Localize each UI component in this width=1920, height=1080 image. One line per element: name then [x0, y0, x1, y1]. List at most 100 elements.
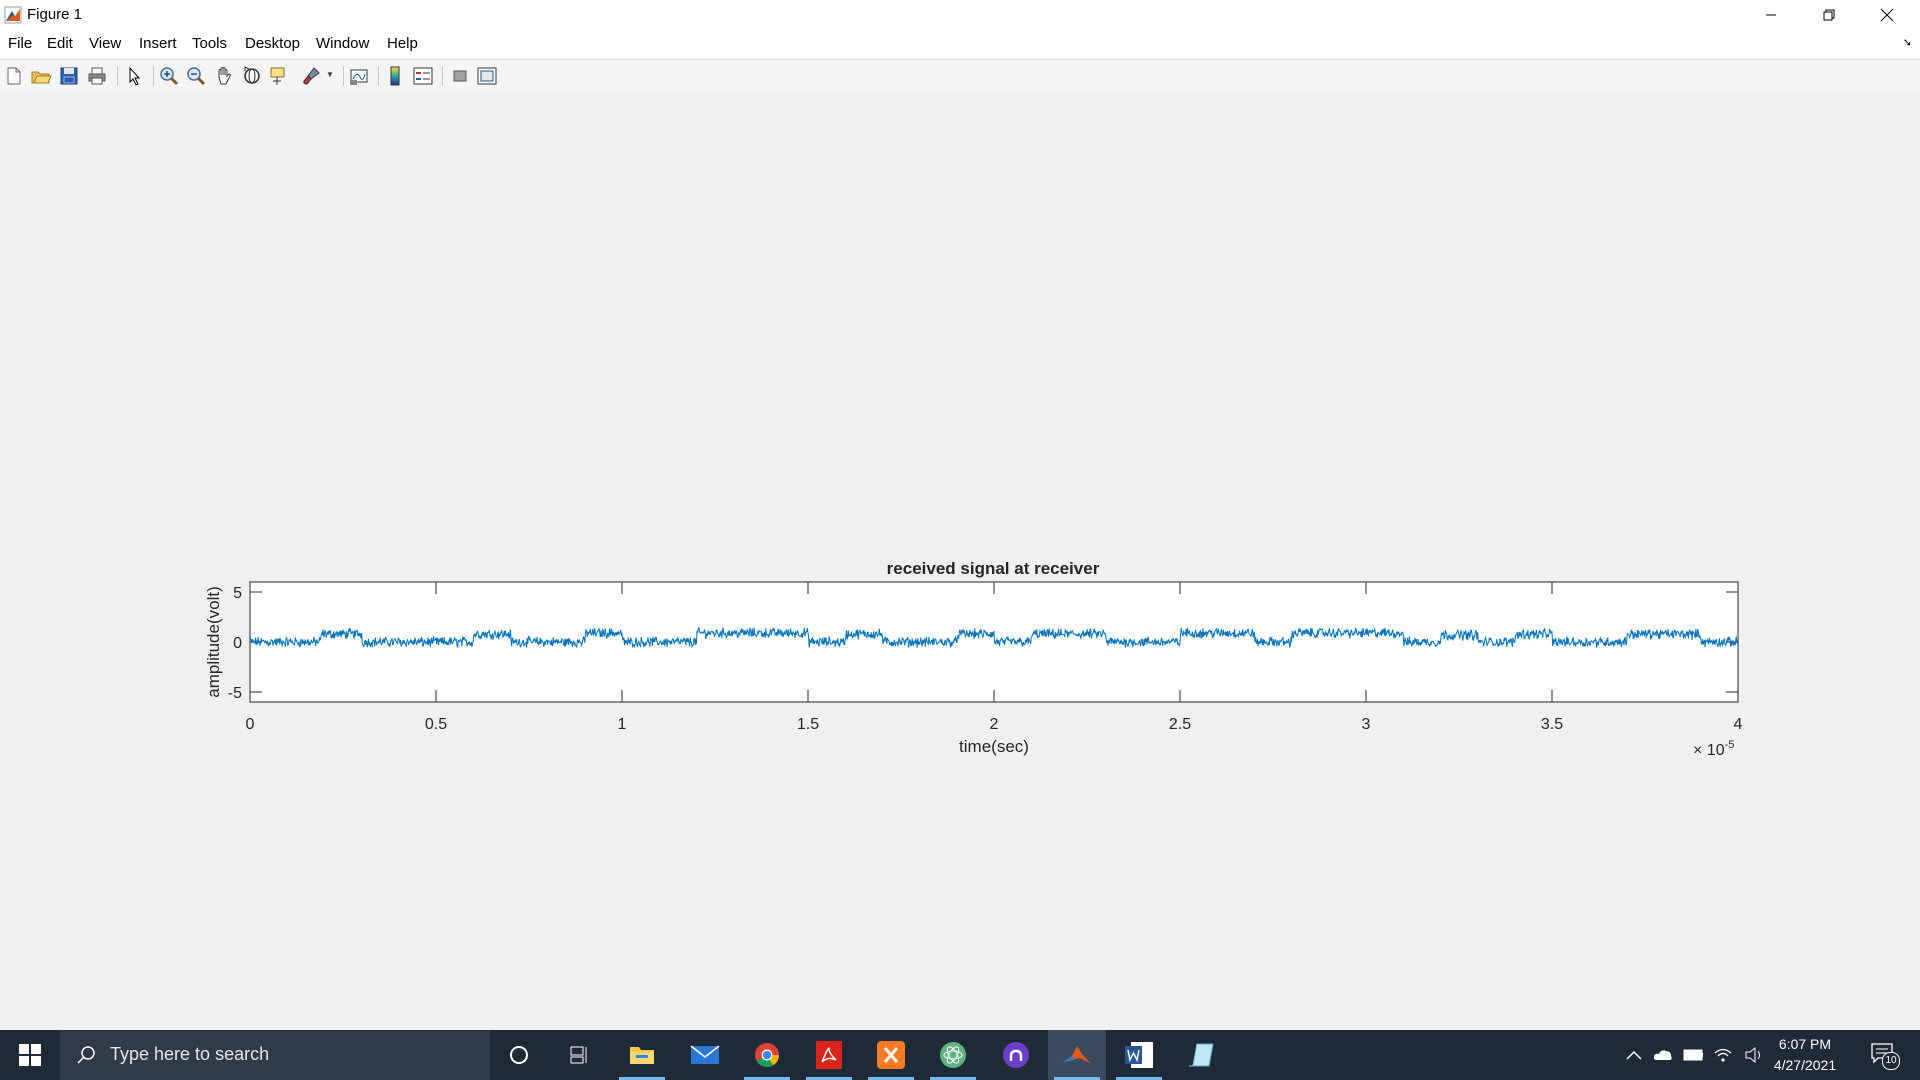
save-icon[interactable]: [58, 65, 80, 87]
signal-series-line: [249, 626, 1738, 649]
toolbar-separator: [442, 66, 443, 86]
figure-canvas[interactable]: received signal at receiver 0 0.5 1 1.5 2 2.5…: [0, 92, 1920, 1030]
restore-button[interactable]: [1800, 0, 1858, 30]
x-tick-label: 2.5: [1169, 716, 1191, 733]
zoom-in-icon[interactable]: [158, 65, 180, 87]
x-exponent-label: × 10-5: [1693, 739, 1734, 759]
mail-button[interactable]: [676, 1030, 734, 1080]
cortana-button[interactable]: [490, 1030, 548, 1080]
word-button[interactable]: [1110, 1030, 1168, 1080]
open-file-icon[interactable]: [30, 65, 52, 87]
minimize-button[interactable]: [1742, 0, 1800, 30]
running-indicator: [744, 1077, 790, 1080]
tray-overflow-icon[interactable]: [1624, 1045, 1644, 1065]
action-center-button[interactable]: 10: [1866, 1040, 1902, 1070]
windows-logo-icon: [19, 1044, 41, 1066]
y-tick-label: -5: [228, 685, 242, 702]
task-view-button[interactable]: [550, 1030, 608, 1080]
battery-icon[interactable]: [1683, 1045, 1703, 1065]
x-tick-label: 2: [990, 716, 999, 733]
word-icon: [1125, 1042, 1153, 1068]
start-button[interactable]: [0, 1030, 60, 1080]
toolbar-separator: [343, 66, 344, 86]
search-placeholder: Type here to search: [110, 1044, 270, 1064]
y-tick-label: 5: [233, 585, 242, 602]
file-explorer-icon: [630, 1047, 654, 1064]
notepad-icon: [1189, 1043, 1214, 1067]
x-tick-label: 1: [618, 716, 627, 733]
volume-icon[interactable]: [1744, 1045, 1764, 1065]
edit-plot-icon[interactable]: [124, 65, 146, 87]
matlab-figure-icon: [4, 6, 22, 24]
acrobat-button[interactable]: [800, 1030, 858, 1080]
running-indicator: [1116, 1077, 1162, 1080]
running-indicator: [868, 1077, 914, 1080]
window-title: Figure 1: [27, 6, 83, 23]
y-axis-label: amplitude(volt): [204, 586, 223, 698]
new-figure-icon[interactable]: [3, 65, 25, 87]
menu-help[interactable]: Help: [387, 35, 418, 52]
x-axis-label: time(sec): [959, 737, 1029, 756]
x-tick-label: 3: [1362, 716, 1371, 733]
brush-icon[interactable]: [300, 65, 322, 87]
x-tick-label: 4: [1734, 716, 1743, 733]
restore-icon: [1823, 9, 1835, 21]
x-tick-label: 0.5: [425, 716, 447, 733]
acrobat-icon: [816, 1041, 842, 1069]
chart-title: received signal at receiver: [887, 559, 1100, 578]
data-cursor-icon[interactable]: [268, 65, 290, 87]
y-tick-label: 0: [233, 635, 242, 652]
colorbar-icon[interactable]: [384, 65, 406, 87]
atom-icon: [940, 1042, 966, 1068]
taskbar-search-box[interactable]: Type here to search: [60, 1030, 490, 1080]
axes-box: [249, 581, 1739, 703]
menu-window[interactable]: Window: [316, 35, 370, 52]
close-button[interactable]: [1858, 0, 1916, 30]
atom-button[interactable]: [924, 1030, 982, 1080]
chrome-icon: [755, 1043, 779, 1068]
plot-axes[interactable]: received signal at receiver 0 0.5 1 1.5 2 2.5…: [0, 92, 1920, 1030]
matlab-icon: [1063, 1046, 1091, 1064]
taskbar-clock[interactable]: 6:07 PM 4/27/2021: [1760, 1034, 1850, 1076]
menu-edit[interactable]: Edit: [47, 35, 73, 52]
x-ticks: 0 0.5 1 1.5 2 2.5 3 3.5 4: [246, 582, 1743, 733]
print-icon[interactable]: [86, 65, 108, 87]
github-desktop-button[interactable]: [987, 1030, 1045, 1080]
figure-toolbar: ▼: [0, 59, 1920, 93]
menu-desktop[interactable]: Desktop: [245, 35, 301, 52]
notepad-button[interactable]: [1172, 1030, 1230, 1080]
chrome-button[interactable]: [738, 1030, 796, 1080]
wifi-icon[interactable]: [1713, 1045, 1733, 1065]
onedrive-icon[interactable]: [1653, 1045, 1673, 1065]
menu-insert[interactable]: Insert: [139, 35, 177, 52]
running-indicator: [806, 1077, 852, 1080]
legend-icon[interactable]: [412, 65, 434, 87]
toolbar-separator: [153, 66, 154, 86]
x-tick-label: 0: [246, 716, 255, 733]
running-indicator: [930, 1077, 976, 1080]
menu-tools[interactable]: Tools: [192, 35, 228, 52]
menu-view[interactable]: View: [89, 35, 122, 52]
search-icon: [77, 1046, 95, 1064]
clock-date: 4/27/2021: [1773, 1057, 1837, 1073]
matlab-button[interactable]: [1048, 1030, 1106, 1080]
dock-arrow-icon[interactable]: ➘: [1902, 37, 1912, 49]
running-indicator: [1054, 1077, 1100, 1080]
cortana-icon: [510, 1046, 528, 1064]
file-explorer-button[interactable]: [613, 1030, 671, 1080]
x-tick-label: 3.5: [1541, 716, 1563, 733]
clock-time: 6:07 PM: [1778, 1036, 1832, 1052]
brush-dropdown-icon[interactable]: ▼: [326, 70, 334, 79]
menu-file[interactable]: File: [8, 35, 33, 52]
xampp-button[interactable]: [862, 1030, 920, 1080]
show-plot-tools-icon[interactable]: [476, 65, 498, 87]
zoom-out-icon[interactable]: [185, 65, 207, 87]
mail-icon: [690, 1045, 720, 1064]
pan-icon[interactable]: [213, 65, 235, 87]
hide-plot-tools-icon[interactable]: [449, 65, 471, 87]
title-bar: Figure 1: [0, 0, 1920, 30]
x-tick-label: 1.5: [797, 716, 819, 733]
rotate-3d-icon[interactable]: [241, 65, 263, 87]
link-plot-icon[interactable]: [348, 65, 370, 87]
running-indicator: [619, 1077, 665, 1080]
